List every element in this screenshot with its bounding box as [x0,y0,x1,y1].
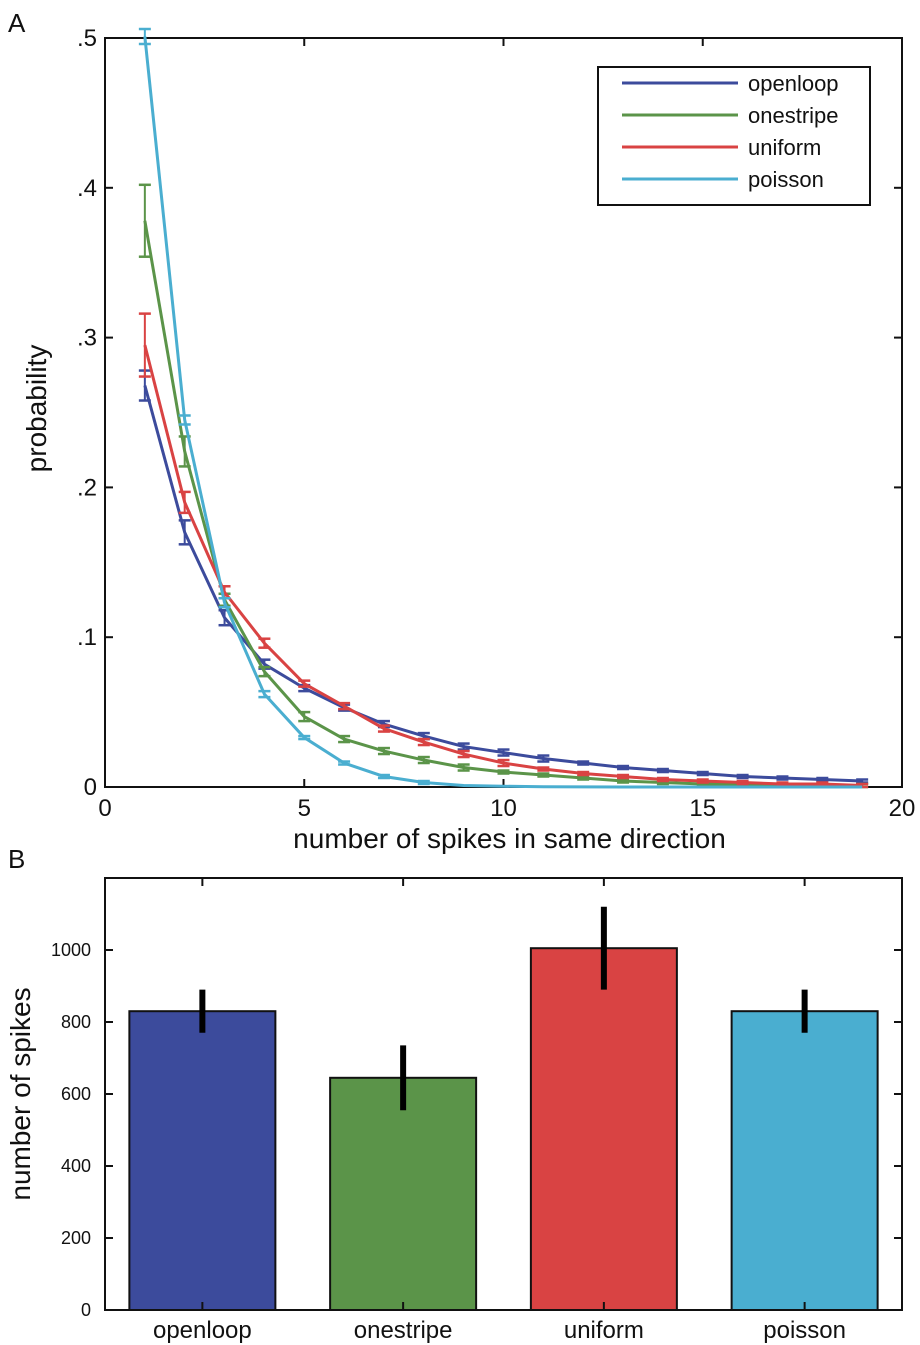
x-tick-label-a: 0 [98,795,111,822]
legend-label-uniform: uniform [748,135,821,160]
legend-label-openloop: openloop [748,71,839,96]
x-tick-label-a: 20 [889,795,916,822]
legend-label-onestripe: onestripe [748,103,839,128]
legend-label-poisson: poisson [748,167,824,192]
panel-label-a: A [8,8,26,38]
y-tick-label-a: .3 [77,325,97,352]
x-tick-label-a: 10 [490,795,517,822]
y-tick-label-b: 600 [61,1084,91,1104]
y-tick-label-a: .1 [77,624,97,651]
series-line-uniform [143,344,863,788]
chart-a-probability: 0 5 10 15 20 0 .1 .2 .3 .4 .5 number of spikes in s… [21,25,915,854]
y-tick-label-b: 800 [61,1012,91,1032]
y-tick-label-a: 0 [84,774,97,801]
x-axis-label-a: number of spikes in same direction [293,823,726,854]
y-tick-label-b: 0 [81,1300,91,1320]
category-label-poisson: poisson [763,1317,846,1344]
bar-uniform [529,947,678,1311]
category-label-openloop: openloop [153,1317,252,1344]
y-tick-label-b: 200 [61,1228,91,1248]
y-axis-label-a: probability [21,345,52,473]
category-label-uniform: uniform [564,1317,644,1344]
y-axis-label-b: number of spikes [5,987,36,1200]
y-tick-label-b: 400 [61,1156,91,1176]
bar-onestripe [329,1076,478,1312]
series-line-openloop [143,385,863,783]
bar-poisson [730,1010,879,1311]
y-tick-label-b: 1000 [51,940,91,960]
series-line-onestripe [143,220,863,788]
y-tick-label-a: .2 [77,474,97,501]
legend-box [597,66,871,206]
category-label-onestripe: onestripe [354,1317,453,1344]
panel-label-b: B [8,844,25,874]
chart-b-spike-counts: 0 200 400 600 800 1000 number of spikes openloo… [5,877,903,1344]
x-tick-label-a: 5 [298,795,311,822]
x-tick-label-a: 15 [689,795,716,822]
y-tick-label-a: .4 [77,175,97,202]
bar-openloop [128,1010,277,1311]
y-tick-label-a: .5 [77,25,97,52]
